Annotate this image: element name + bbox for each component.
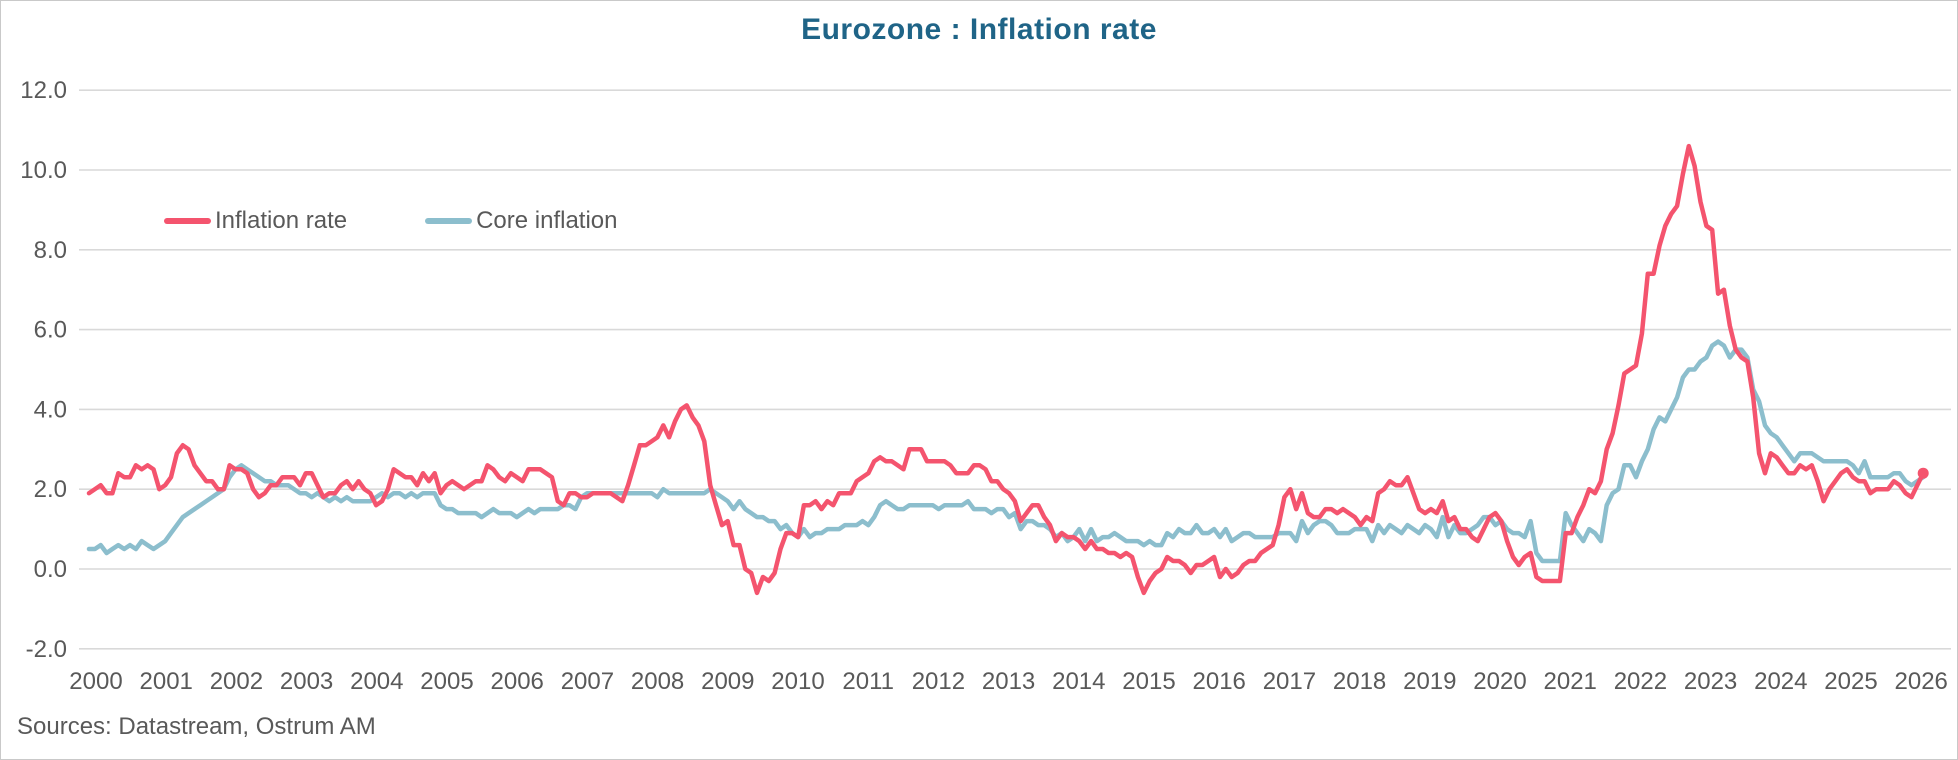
x-tick-label: 2003 — [280, 668, 333, 695]
x-tick-label: 2024 — [1754, 668, 1807, 695]
x-tick-label: 2006 — [491, 668, 544, 695]
x-tick-label: 2016 — [1193, 668, 1246, 695]
legend-label-inflation-rate: Inflation rate — [215, 207, 348, 234]
y-tick-label: 2.0 — [34, 476, 67, 503]
legend-label-core-inflation: Core inflation — [476, 207, 618, 234]
x-tick-label: 2020 — [1473, 668, 1526, 695]
y-tick-label: 10.0 — [20, 157, 67, 184]
chart-title: Eurozone : Inflation rate — [801, 13, 1157, 46]
y-tick-label: 0.0 — [34, 556, 67, 583]
x-tick-label: 2001 — [140, 668, 193, 695]
x-tick-label: 2002 — [210, 668, 263, 695]
x-tick-label: 2019 — [1403, 668, 1456, 695]
x-tick-label: 2018 — [1333, 668, 1386, 695]
x-tick-label: 2022 — [1614, 668, 1667, 695]
x-tick-label: 2013 — [982, 668, 1035, 695]
x-tick-label: 2012 — [912, 668, 965, 695]
x-tick-label: 2015 — [1122, 668, 1175, 695]
legend-item-inflation-rate: Inflation rate — [164, 207, 347, 235]
y-tick-label: 12.0 — [20, 77, 67, 104]
legend-swatch-core-inflation — [425, 218, 473, 224]
x-tick-label: 2011 — [842, 668, 894, 695]
x-tick-label: 2017 — [1263, 668, 1316, 695]
x-tick-label: 2004 — [350, 668, 403, 695]
x-tick-label: 2009 — [701, 668, 754, 695]
y-tick-label: 6.0 — [34, 317, 67, 344]
core-inflation-line — [86, 339, 1926, 564]
x-tick-label: 2023 — [1684, 668, 1737, 695]
x-tick-label: 2021 — [1544, 668, 1597, 695]
x-tick-label: 2000 — [69, 668, 122, 695]
legend-item-core-inflation: Core inflation — [425, 207, 618, 235]
x-tick-label: 2014 — [1052, 668, 1105, 695]
y-tick-label: 4.0 — [34, 396, 67, 423]
y-tick-label: 8.0 — [34, 237, 67, 264]
last-point-marker — [1917, 467, 1929, 479]
source-note: Sources: Datastream, Ostrum AM — [17, 713, 376, 740]
x-tick-label: 2026 — [1895, 668, 1948, 695]
x-tick-label: 2025 — [1824, 668, 1877, 695]
x-tick-label: 2010 — [771, 668, 824, 695]
x-tick-label: 2008 — [631, 668, 684, 695]
x-tick-label: 2007 — [561, 668, 614, 695]
x-tick-label: 2005 — [420, 668, 473, 695]
inflation-rate-line — [86, 143, 1926, 596]
legend: Inflation rate Core inflation — [164, 207, 618, 235]
y-tick-label: -2.0 — [26, 636, 67, 663]
legend-swatch-inflation-rate — [164, 218, 211, 224]
